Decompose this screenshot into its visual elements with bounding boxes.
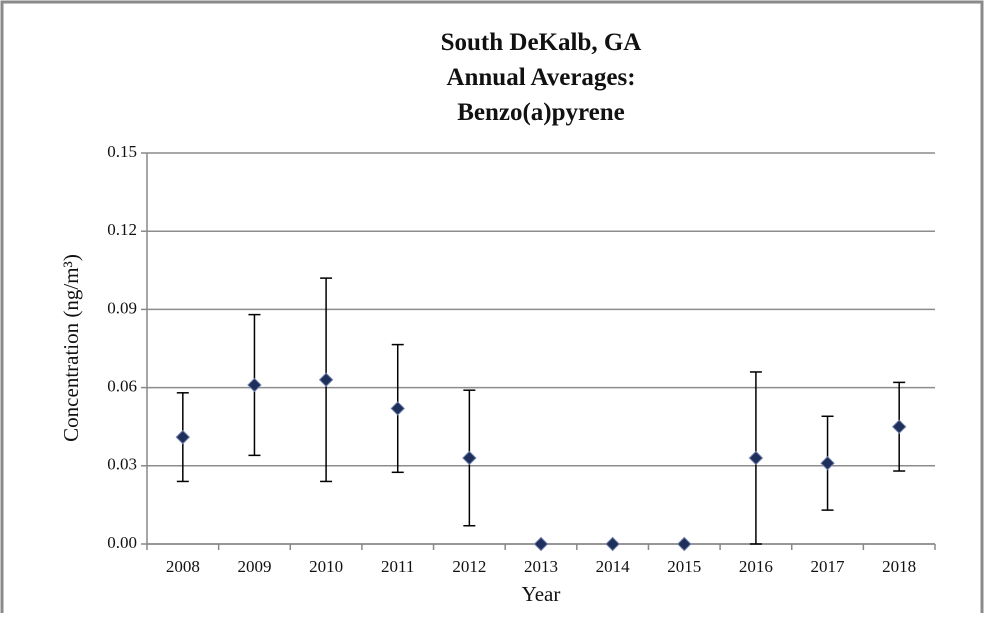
x-tick-label: 2014 — [596, 557, 631, 576]
chart-title: Benzo(a)pyrene — [457, 99, 625, 126]
y-tick-label: 0.06 — [107, 377, 137, 396]
data-point — [533, 536, 549, 552]
x-tick-label: 2018 — [882, 557, 916, 576]
data-point — [247, 377, 262, 393]
x-tick-label: 2012 — [452, 557, 486, 576]
data-point — [318, 372, 334, 387]
x-axis-label: Year — [522, 582, 561, 606]
data-point — [462, 450, 477, 466]
data-point — [891, 419, 907, 434]
chart-title: South DeKalb, GA — [441, 29, 642, 56]
y-tick-label: 0.12 — [107, 220, 137, 239]
y-tick-label: 0.15 — [107, 142, 137, 161]
data-point — [605, 536, 620, 552]
x-tick-label: 2011 — [381, 557, 414, 576]
x-tick-label: 2008 — [166, 557, 200, 576]
y-tick-label: 0.03 — [107, 455, 137, 474]
x-tick-label: 2013 — [524, 557, 558, 576]
chart-title: Annual Averages: — [446, 64, 635, 91]
x-tick-label: 2009 — [237, 557, 271, 576]
x-tick-label: 2017 — [811, 557, 846, 576]
y-axis-label: Concentration (ng/m³) — [59, 254, 83, 442]
data-point — [677, 536, 692, 552]
y-tick-label: 0.09 — [107, 298, 137, 317]
x-tick-label: 2015 — [667, 557, 701, 576]
data-point — [748, 450, 764, 466]
x-tick-label: 2016 — [739, 557, 773, 576]
data-point — [820, 455, 835, 471]
data-point — [390, 401, 405, 416]
y-tick-label: 0.00 — [107, 533, 137, 552]
x-tick-label: 2010 — [309, 557, 343, 576]
data-point — [175, 429, 191, 445]
